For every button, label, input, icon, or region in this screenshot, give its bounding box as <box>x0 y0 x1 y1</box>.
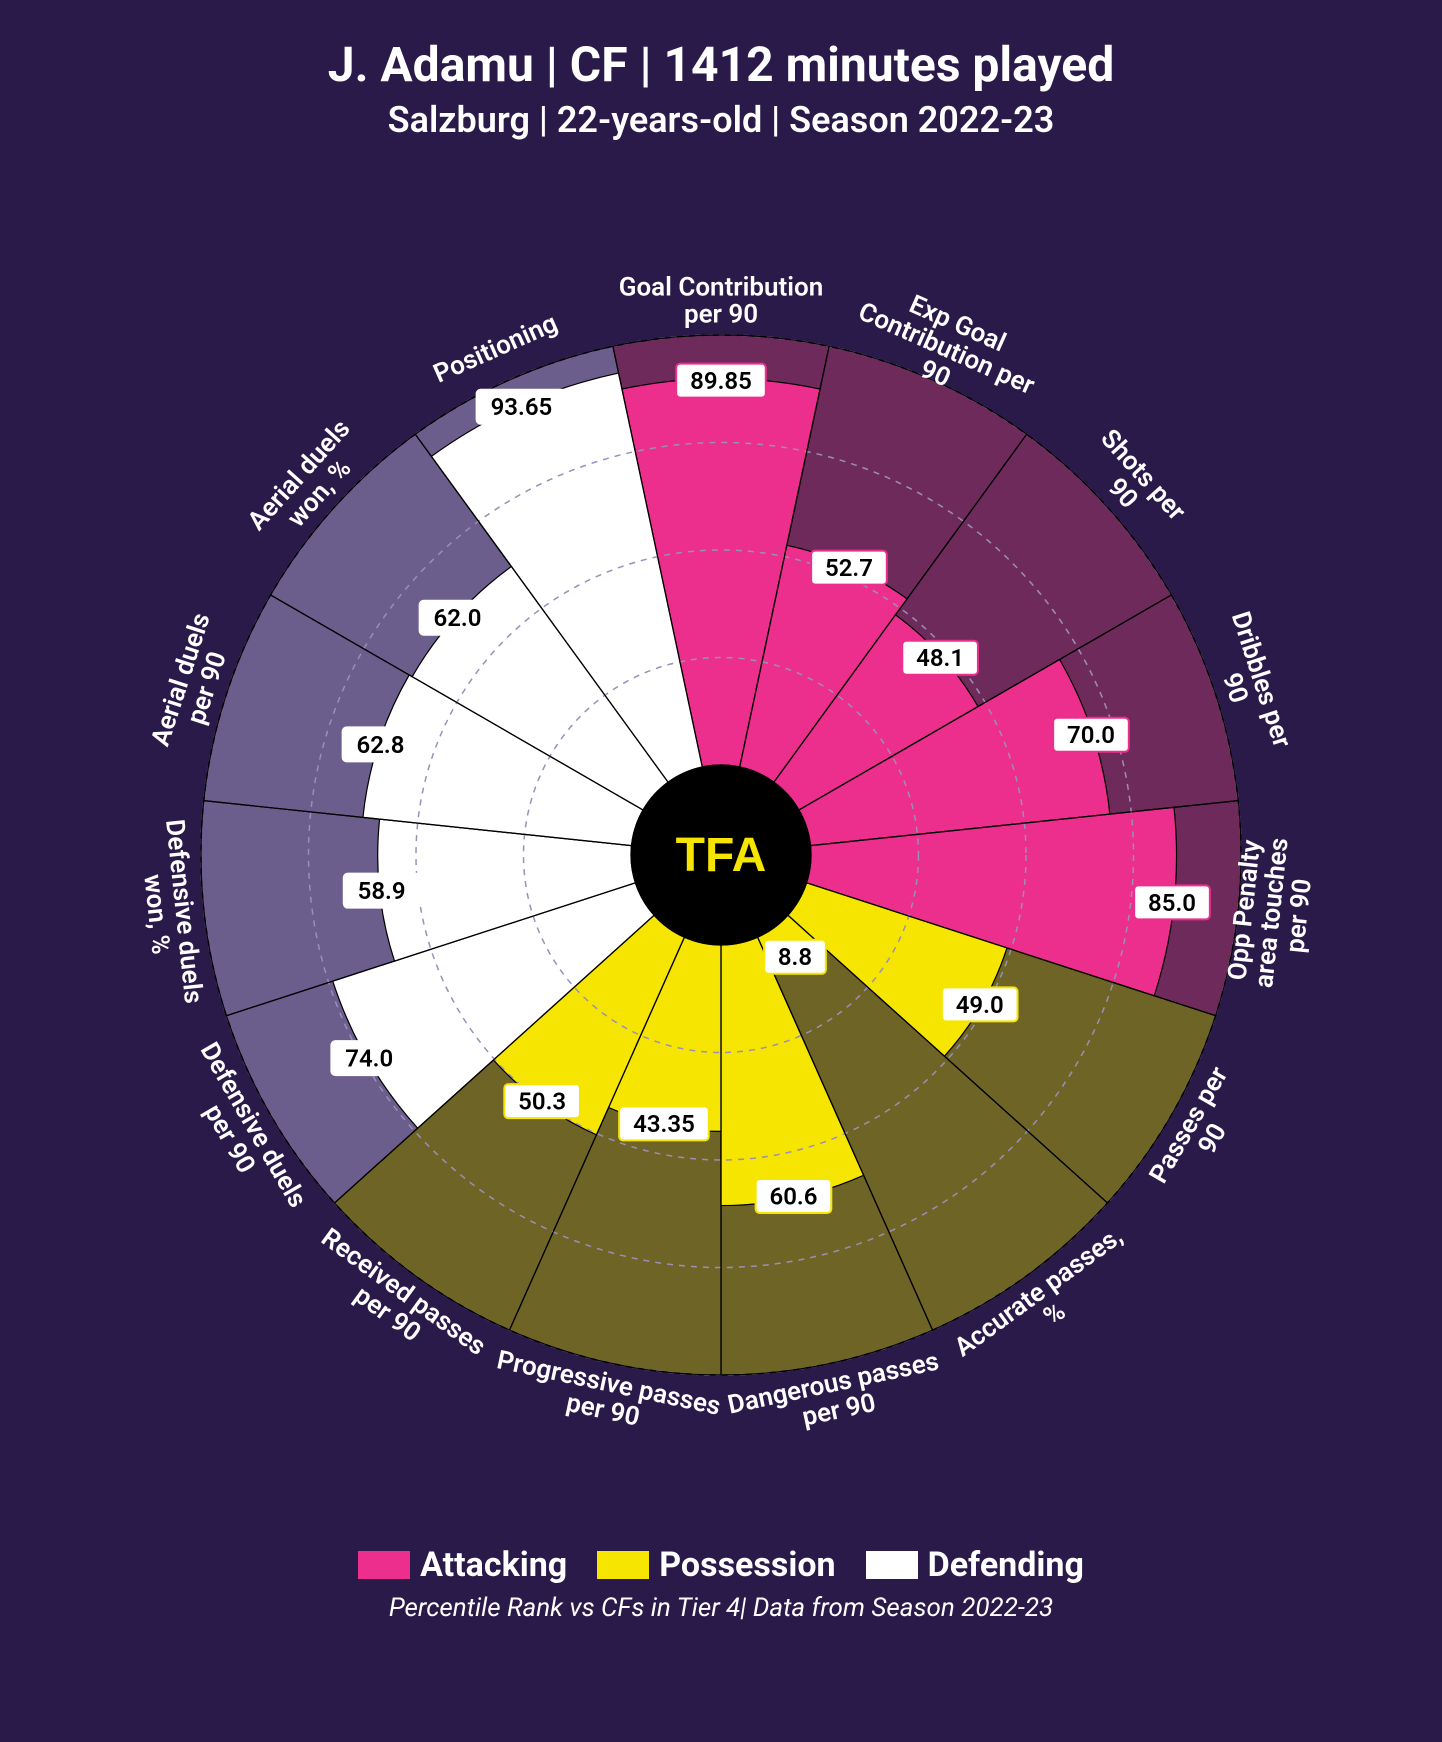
value-label: 85.0 <box>1148 889 1196 917</box>
value-label: 62.8 <box>357 731 405 759</box>
legend-label-possession: Possession <box>659 1545 835 1585</box>
value-label: 74.0 <box>345 1045 393 1073</box>
legend: Attacking Possession Defending <box>0 1545 1442 1585</box>
legend-item-defending: Defending <box>866 1545 1084 1585</box>
legend-item-attacking: Attacking <box>358 1545 567 1585</box>
value-label: 60.6 <box>769 1182 817 1210</box>
center-logo: TFA <box>676 829 767 882</box>
value-label: 89.85 <box>690 367 752 395</box>
value-label: 70.0 <box>1067 721 1115 749</box>
svg-text:per 90: per 90 <box>684 300 758 330</box>
value-label: 50.3 <box>518 1088 566 1116</box>
value-label: 62.0 <box>434 604 482 632</box>
chart-title: J. Adamu | CF | 1412 minutes played <box>0 0 1442 93</box>
metric-label: Opp Penaltyarea touchesper 90 <box>1222 834 1322 993</box>
value-label: 49.0 <box>956 991 1004 1019</box>
legend-label-defending: Defending <box>928 1545 1084 1585</box>
value-label: 52.7 <box>825 554 873 582</box>
value-label: 8.8 <box>778 943 812 971</box>
metric-label: Goal Contributionper 90 <box>619 272 824 329</box>
svg-text:per 90: per 90 <box>1280 877 1318 954</box>
polar-chart-container: Goal Contributionper 90Exp GoalContribut… <box>0 155 1442 1535</box>
metric-label: Defensive duelswon, % <box>132 818 208 1008</box>
legend-label-attacking: Attacking <box>420 1545 567 1585</box>
legend-swatch-possession <box>597 1551 649 1579</box>
chart-subtitle: Salzburg | 22-years-old | Season 2022-23 <box>0 99 1442 141</box>
legend-item-possession: Possession <box>597 1545 835 1585</box>
chart-footnote: Percentile Rank vs CFs in Tier 4| Data f… <box>0 1593 1442 1623</box>
legend-swatch-defending <box>866 1551 918 1579</box>
value-label: 93.65 <box>491 393 553 421</box>
value-label: 43.35 <box>633 1110 695 1138</box>
value-label: 58.9 <box>358 877 406 905</box>
polar-chart: Goal Contributionper 90Exp GoalContribut… <box>31 155 1411 1535</box>
value-label: 48.1 <box>916 644 964 672</box>
legend-swatch-attacking <box>358 1551 410 1579</box>
svg-text:Goal Contribution: Goal Contribution <box>619 272 824 302</box>
